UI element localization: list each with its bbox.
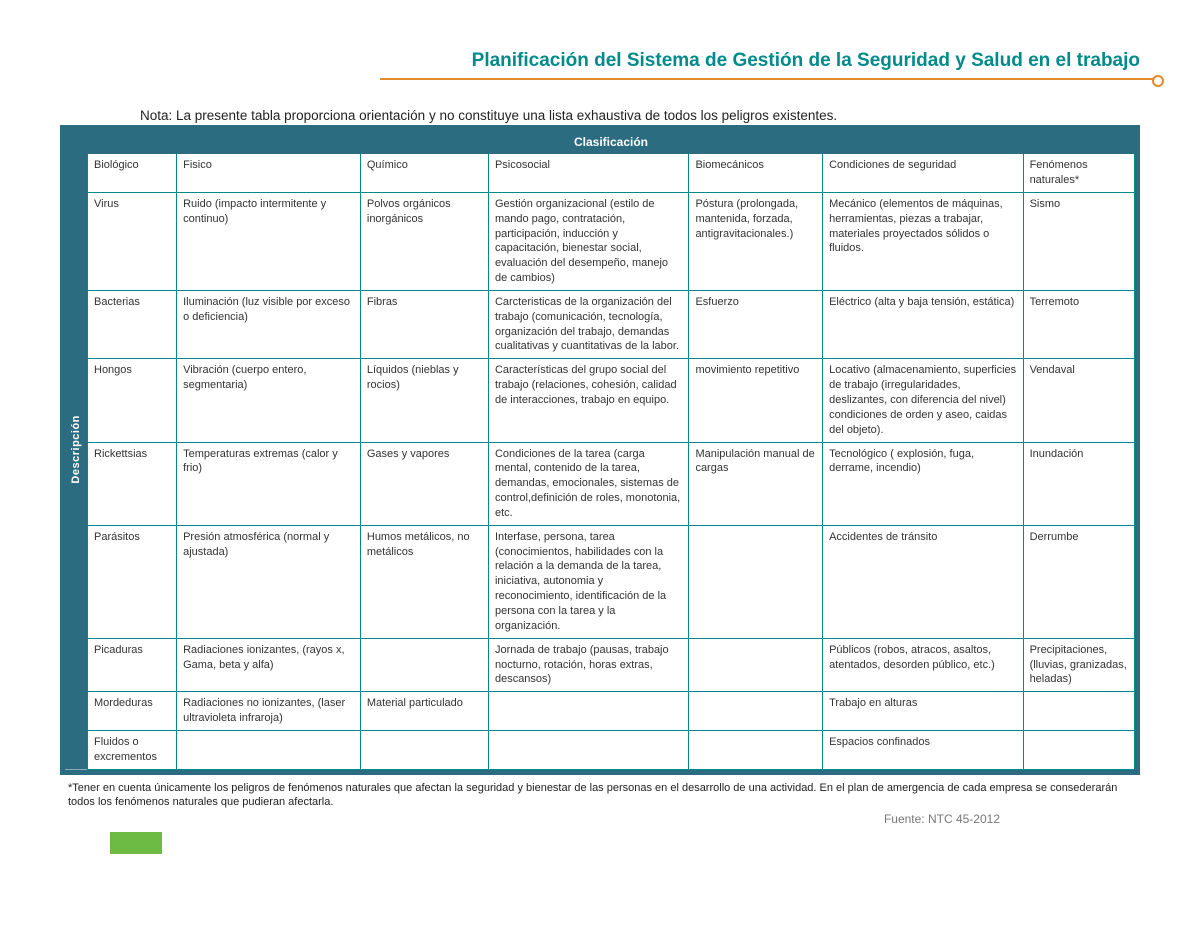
col-header: Condiciones de seguridad xyxy=(823,154,1023,193)
table-cell xyxy=(689,692,823,731)
table-cell: Póstura (prolongada, mantenida, forzada,… xyxy=(689,192,823,290)
table-cell: Parásitos xyxy=(88,525,177,638)
table-cell: Líquidos (nieblas y rocios) xyxy=(360,359,488,442)
table-top-header: Clasificación xyxy=(88,131,1135,154)
table-cell: Humos metálicos, no metálicos xyxy=(360,525,488,638)
col-header: Fisico xyxy=(177,154,361,193)
table-cell: Precipitaciones, (lluvias, granizadas, h… xyxy=(1023,638,1134,692)
table-cell: Virus xyxy=(88,192,177,290)
table-cell xyxy=(360,730,488,769)
table-cell: Manipulación manual de cargas xyxy=(689,442,823,525)
table-cell: Fluidos o excrementos xyxy=(88,730,177,769)
table-cell: Presión atmosférica (normal y ajustada) xyxy=(177,525,361,638)
table-cell: Radiaciones ionizantes, (rayos x, Gama, … xyxy=(177,638,361,692)
table-cell: Rickettsias xyxy=(88,442,177,525)
table-cell: Vendaval xyxy=(1023,359,1134,442)
table-cell: Temperaturas extremas (calor y frio) xyxy=(177,442,361,525)
table-cell: Carcteristicas de la organización del tr… xyxy=(488,290,688,358)
table-cell: Espacios confinados xyxy=(823,730,1023,769)
table-cell: Tecnológico ( explosión, fuga, derrame, … xyxy=(823,442,1023,525)
table-cell: Fibras xyxy=(360,290,488,358)
table-cell: Condiciones de la tarea (carga mental, c… xyxy=(488,442,688,525)
col-header: Químico xyxy=(360,154,488,193)
col-header: Biomecánicos xyxy=(689,154,823,193)
table-cell xyxy=(689,638,823,692)
footnote-text: *Tener en cuenta únicamente los peligros… xyxy=(68,781,1140,811)
table-row: PicadurasRadiaciones ionizantes, (rayos … xyxy=(88,638,1135,692)
table-cell: Mordeduras xyxy=(88,692,177,731)
table-row: Fluidos o excrementos Espacios confinados xyxy=(88,730,1135,769)
table-cell: Polvos orgánicos inorgánicos xyxy=(360,192,488,290)
table-column-header-row: Biológico Fisico Químico Psicosocial Bio… xyxy=(88,154,1135,193)
table-cell: Públicos (robos, atracos, asaltos, atent… xyxy=(823,638,1023,692)
table-cell: Material particulado xyxy=(360,692,488,731)
table-cell xyxy=(177,730,361,769)
table-cell: Eléctrico (alta y baja tensión, estática… xyxy=(823,290,1023,358)
table-cell xyxy=(689,525,823,638)
hazard-table: Clasificación Biológico Fisico Químico P… xyxy=(87,130,1135,770)
table-cell: Locativo (almacenamiento, superficies de… xyxy=(823,359,1023,442)
source-text: Fuente: NTC 45-2012 xyxy=(40,812,1000,826)
green-decorative-box xyxy=(110,832,162,854)
table-cell: Bacterias xyxy=(88,290,177,358)
table-cell: Jornada de trabajo (pausas, trabajo noct… xyxy=(488,638,688,692)
table-cell: Mecánico (elementos de máquinas, herrami… xyxy=(823,192,1023,290)
table-cell: Ruido (impacto intermitente y continuo) xyxy=(177,192,361,290)
table-cell: Interfase, persona, tarea (conocimientos… xyxy=(488,525,688,638)
table-cell: Trabajo en alturas xyxy=(823,692,1023,731)
table-cell: Inundación xyxy=(1023,442,1134,525)
page-title: Planificación del Sistema de Gestión de … xyxy=(472,50,1140,72)
table-cell xyxy=(360,638,488,692)
table-cell: Gestión organizacional (estilo de mando … xyxy=(488,192,688,290)
table-cell: Radiaciones no ionizantes, (laser ultrav… xyxy=(177,692,361,731)
table-row: RickettsiasTemperaturas extremas (calor … xyxy=(88,442,1135,525)
table-row: MordedurasRadiaciones no ionizantes, (la… xyxy=(88,692,1135,731)
table-row: BacteriasIluminación (luz visible por ex… xyxy=(88,290,1135,358)
table-cell xyxy=(1023,692,1134,731)
document-page: Planificación del Sistema de Gestión de … xyxy=(0,0,1200,884)
table-body: VirusRuido (impacto intermitente y conti… xyxy=(88,192,1135,769)
col-header: Fenómenos naturales* xyxy=(1023,154,1134,193)
table-cell: Terremoto xyxy=(1023,290,1134,358)
table-top-header-row: Clasificación xyxy=(88,131,1135,154)
table-cell: Derrumbe xyxy=(1023,525,1134,638)
title-underline-accent xyxy=(380,78,1160,80)
col-header: Psicosocial xyxy=(488,154,688,193)
title-block: Planificación del Sistema de Gestión de … xyxy=(40,50,1160,72)
table-cell xyxy=(689,730,823,769)
table-cell: Sismo xyxy=(1023,192,1134,290)
side-label: Descripción xyxy=(65,130,87,770)
table-cell: Iluminación (luz visible por exceso o de… xyxy=(177,290,361,358)
table-cell xyxy=(488,730,688,769)
table-cell xyxy=(488,692,688,731)
table-cell: movimiento repetitivo xyxy=(689,359,823,442)
table-cell: Hongos xyxy=(88,359,177,442)
table-cell: Accidentes de tránsito xyxy=(823,525,1023,638)
table-cell xyxy=(1023,730,1134,769)
hazard-table-wrap: Descripción Clasificación Biológico Fisi… xyxy=(60,125,1140,775)
table-row: VirusRuido (impacto intermitente y conti… xyxy=(88,192,1135,290)
table-cell: Picaduras xyxy=(88,638,177,692)
table-cell: Vibración (cuerpo entero, segmentaria) xyxy=(177,359,361,442)
table-row: HongosVibración (cuerpo entero, segmenta… xyxy=(88,359,1135,442)
table-cell: Gases y vapores xyxy=(360,442,488,525)
table-cell: Características del grupo social del tra… xyxy=(488,359,688,442)
table-cell: Esfuerzo xyxy=(689,290,823,358)
note-text: Nota: La presente tabla proporciona orie… xyxy=(140,108,1160,123)
table-row: ParásitosPresión atmosférica (normal y a… xyxy=(88,525,1135,638)
col-header: Biológico xyxy=(88,154,177,193)
